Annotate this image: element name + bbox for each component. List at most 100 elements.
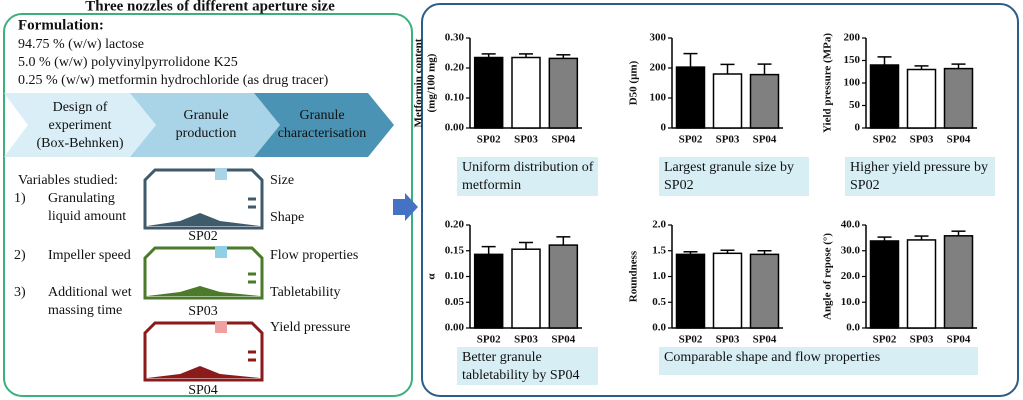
nozzle-label: SP04 <box>188 383 218 398</box>
y-tick-label: 0.10 <box>445 270 465 282</box>
y-axis-label: Angle of repose (°) <box>822 233 834 320</box>
y-tick-label: 0.20 <box>445 219 465 231</box>
bar <box>548 244 579 329</box>
step-chevron <box>130 93 280 157</box>
variable-number: 2) <box>14 248 26 263</box>
x-tick-label: SP02 <box>679 334 703 346</box>
step-chevron <box>254 93 394 157</box>
y-tick-label: 40.0 <box>841 219 861 231</box>
finding-text: metformin <box>462 178 521 193</box>
y-tick-label: 0.00 <box>445 122 465 134</box>
variable-text: Impeller speed <box>48 248 131 263</box>
x-tick-label: SP04 <box>551 334 575 346</box>
y-tick-label: 100 <box>650 92 667 104</box>
finding-text: tabletability by SP04 <box>462 368 579 383</box>
finding-text: Higher yield pressure by <box>850 160 988 175</box>
x-tick-label: SP04 <box>753 134 777 146</box>
y-tick-label: 10.0 <box>841 296 861 308</box>
bar <box>712 73 743 129</box>
bar <box>511 56 541 129</box>
variable-text: Granulating <box>48 191 115 206</box>
nozzle-label: SP03 <box>188 304 218 319</box>
vessel <box>143 168 264 382</box>
x-tick-label: SP04 <box>947 134 971 146</box>
finding-text: Uniform distribution of <box>462 160 594 175</box>
x-tick-label: SP04 <box>947 334 971 346</box>
x-tick-label: SP03 <box>910 134 934 146</box>
step-text: production <box>176 126 237 141</box>
y-tick-label: 0 <box>855 122 861 134</box>
y-tick-label: 30.0 <box>841 244 861 256</box>
finding-box <box>845 157 995 196</box>
x-tick-label: SP02 <box>873 134 897 146</box>
variables-heading: Variables studied: <box>18 173 118 188</box>
y-tick-label: 20.0 <box>841 270 861 282</box>
y-tick-label: 300 <box>650 32 667 44</box>
y-tick-label: 0.30 <box>445 32 465 44</box>
finding-text: Better granule <box>462 350 542 365</box>
bar <box>473 253 504 329</box>
variable-number: 1) <box>14 191 26 206</box>
y-tick-label: 0.10 <box>445 92 465 104</box>
y-tick-label: 200 <box>650 62 667 74</box>
nozzle-label: SP02 <box>188 229 218 244</box>
variable-text: Additional wet <box>48 285 132 300</box>
finding-text: SP02 <box>850 178 880 193</box>
step-text: experiment <box>49 118 112 133</box>
bar <box>943 67 974 129</box>
y-axis-label: Metformin content <box>413 38 425 127</box>
arrow <box>393 193 418 221</box>
right-panel <box>421 3 1019 397</box>
finding-box <box>659 347 978 375</box>
property: Yield pressure <box>270 320 350 335</box>
bar <box>473 56 504 129</box>
variable-text: liquid amount <box>48 209 126 224</box>
x-tick-label: SP03 <box>716 134 740 146</box>
finding-text: Largest granule size by <box>664 160 794 175</box>
formulation-heading: Formulation: <box>18 17 104 33</box>
x-tick-label: SP02 <box>477 334 501 346</box>
step-text: Granule <box>299 108 344 123</box>
bar <box>906 239 937 329</box>
bar <box>943 235 974 329</box>
x-tick-label: SP04 <box>753 334 777 346</box>
step-text: characterisation <box>278 126 367 141</box>
y-tick-label: 1.5 <box>652 244 666 256</box>
y-tick-label: 2.0 <box>652 219 666 231</box>
y-tick-label: 200 <box>844 32 861 44</box>
finding-text: SP02 <box>664 178 694 193</box>
y-tick-label: 0.5 <box>652 296 666 308</box>
finding-box <box>659 157 809 196</box>
y-tick-label: 0.00 <box>445 322 465 334</box>
y-tick-label: 0.05 <box>445 296 465 308</box>
y-axis-label: Roundness <box>628 250 640 302</box>
bar <box>511 248 541 329</box>
y-axis-label: (mg/100 mg) <box>426 53 438 112</box>
panel-title: Three nozzles of different aperture size <box>85 0 335 14</box>
finding-text: Comparable shape and flow properties <box>664 350 880 365</box>
y-tick-label: 0.20 <box>445 62 465 74</box>
formulation-item: 5.0 % (w/w) polyvinylpyrrolidone K25 <box>18 55 238 70</box>
y-tick-label: 100 <box>844 77 861 89</box>
y-tick-label: 0.15 <box>445 244 465 256</box>
bar <box>906 68 937 129</box>
variable-number: 3) <box>14 285 26 300</box>
y-tick-label: 0.0 <box>846 322 860 334</box>
step-text: Granule <box>183 108 228 123</box>
x-tick-label: SP04 <box>551 134 575 146</box>
y-tick-label: 0.0 <box>652 322 666 334</box>
bar <box>675 253 706 329</box>
bar <box>749 253 780 329</box>
property: Flow properties <box>270 248 358 263</box>
bar <box>712 252 743 329</box>
x-tick-label: SP03 <box>514 334 538 346</box>
variable-text: massing time <box>48 303 122 318</box>
x-tick-label: SP03 <box>514 134 538 146</box>
y-axis-label: D50 (µm) <box>628 60 640 105</box>
y-tick-label: 1.0 <box>652 270 666 282</box>
y-axis-label: α <box>426 273 438 280</box>
step-text: Design of <box>53 100 108 115</box>
bar <box>869 240 900 329</box>
step-text: (Box-Behnken) <box>36 136 123 151</box>
